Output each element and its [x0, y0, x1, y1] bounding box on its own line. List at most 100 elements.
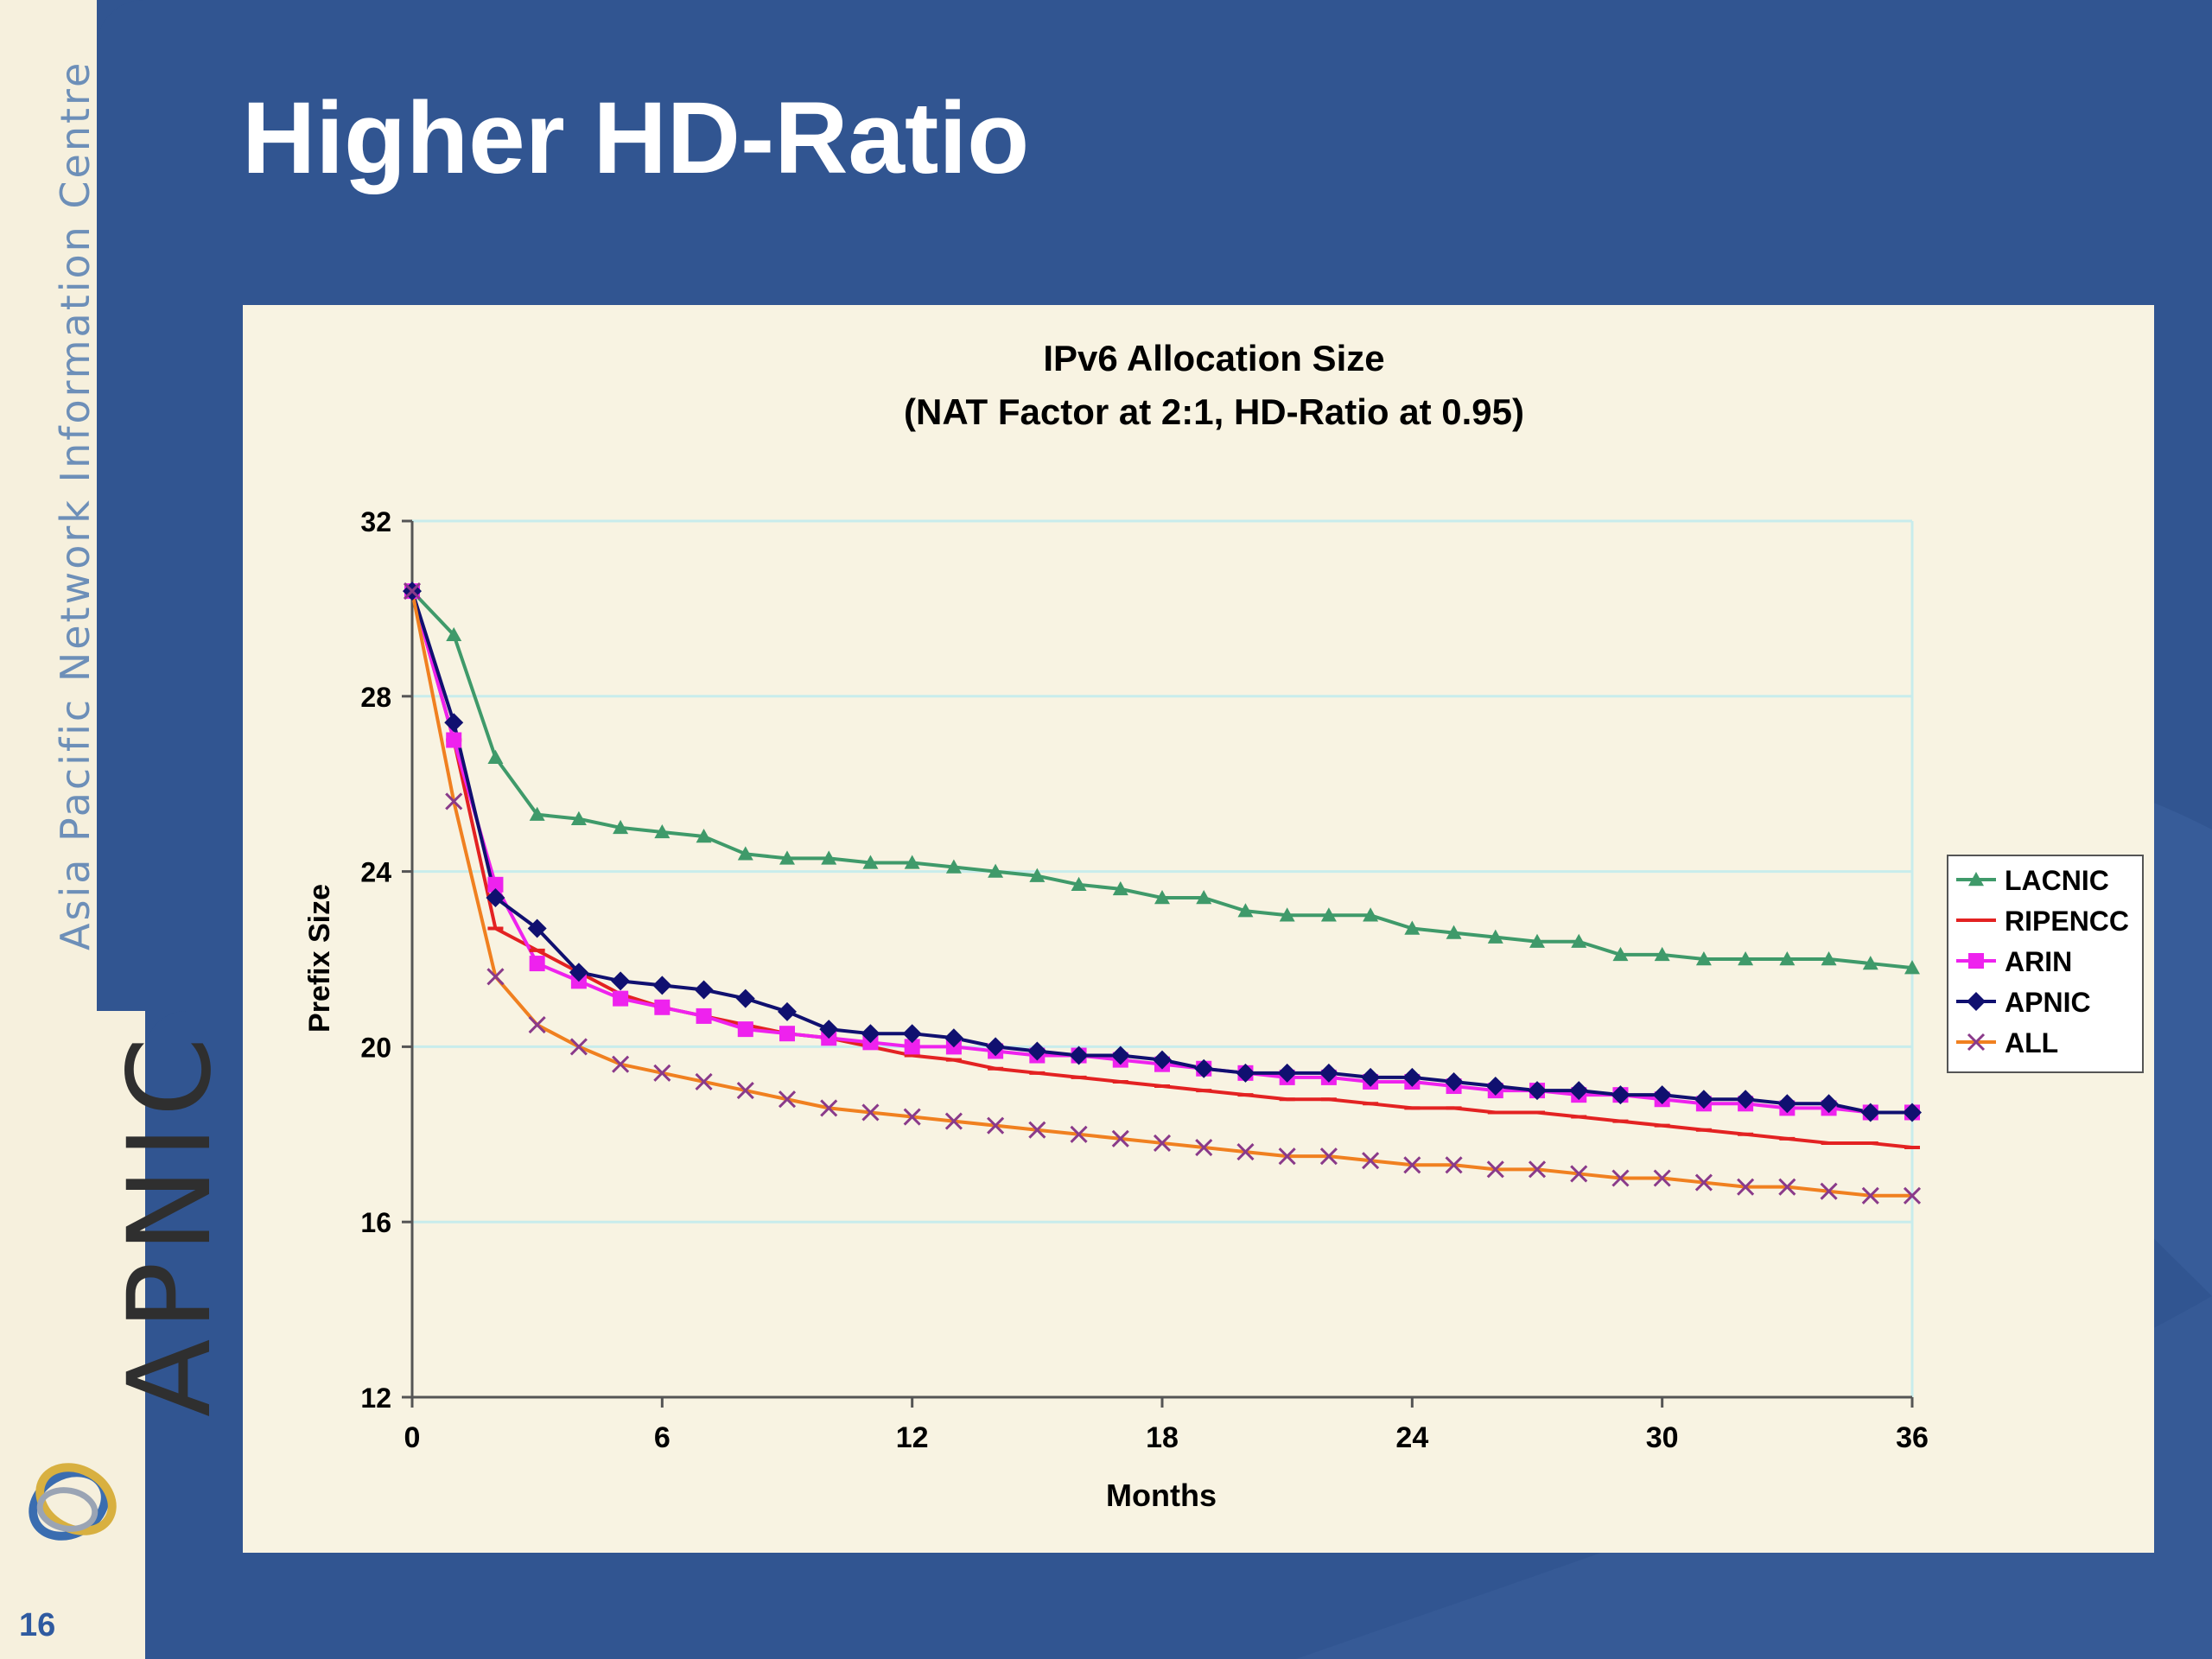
data-point-all	[1820, 1182, 1838, 1200]
chart-subtitle: (NAT Factor at 2:1, HD-Ratio at 0.95)	[904, 391, 1524, 432]
data-point-all	[1486, 1160, 1504, 1179]
data-point-lacnic	[613, 819, 629, 835]
data-point-arin	[654, 999, 671, 1015]
data-point-lacnic	[1779, 951, 1796, 966]
data-point-apnic	[527, 918, 547, 938]
data-point-all	[1236, 1143, 1255, 1161]
chart-panel: IPv6 Allocation Size (NAT Factor at 2:1,…	[243, 305, 2154, 1553]
page-number: 16	[19, 1607, 56, 1643]
data-point-all	[1070, 1125, 1088, 1143]
data-point-lacnic	[1821, 951, 1837, 966]
data-point-apnic	[444, 713, 464, 733]
legend-label: ARIN	[2005, 946, 2072, 977]
data-point-apnic	[861, 1024, 880, 1044]
y-tick-label: 28	[360, 682, 391, 713]
data-point-all	[1611, 1169, 1630, 1187]
data-point-all	[1570, 1165, 1588, 1183]
data-point-apnic	[1153, 1050, 1172, 1070]
plot-background	[412, 521, 1912, 1397]
data-point-apnic	[986, 1037, 1006, 1057]
data-point-apnic	[1277, 1063, 1297, 1083]
chart-legend: LACNIC RIPENCC ARIN APNIC ALL	[1947, 855, 2144, 1073]
y-tick-labels: 12 16 20 24 28 32	[360, 506, 391, 1414]
data-point-all	[778, 1090, 797, 1109]
data-point-apnic	[1444, 1071, 1464, 1091]
data-point-all	[445, 792, 463, 810]
data-point-lacnic	[1154, 890, 1170, 905]
data-point-arin	[696, 1007, 712, 1024]
x-tick-label: 24	[1395, 1421, 1428, 1454]
data-point-apnic	[1528, 1081, 1547, 1101]
data-point-apnic	[1777, 1094, 1797, 1114]
sidebar-tab-lower	[97, 1011, 145, 1659]
data-point-lacnic	[904, 855, 920, 869]
data-point-apnic	[486, 888, 505, 908]
data-point-apnic	[611, 971, 631, 991]
data-point-all	[987, 1116, 1005, 1135]
x-tick-label: 6	[654, 1421, 671, 1454]
y-tick-label: 12	[360, 1382, 391, 1414]
data-point-lacnic	[821, 850, 837, 865]
data-point-all	[695, 1072, 713, 1091]
data-point-arin	[487, 876, 504, 893]
legend-swatch-marker	[1967, 1033, 1986, 1052]
x-tick-label: 30	[1646, 1421, 1679, 1454]
data-point-all	[403, 582, 422, 601]
data-point-apnic	[1611, 1085, 1630, 1105]
data-point-all	[1195, 1138, 1213, 1157]
data-point-all	[1403, 1156, 1421, 1174]
data-point-all	[1861, 1186, 1879, 1205]
data-point-lacnic	[570, 810, 587, 825]
data-point-all	[944, 1112, 963, 1130]
data-point-apnic	[1652, 1085, 1672, 1105]
data-point-apnic	[944, 1028, 963, 1048]
data-point-all	[486, 968, 505, 986]
legend-swatch-marker	[1968, 872, 1984, 887]
data-point-all	[1111, 1129, 1129, 1147]
data-point-lacnic	[737, 846, 753, 861]
data-point-all	[903, 1108, 921, 1126]
data-point-apnic	[1236, 1063, 1255, 1083]
data-point-lacnic	[988, 863, 1004, 878]
data-point-apnic	[1194, 1058, 1214, 1078]
data-point-apnic	[1069, 1046, 1089, 1065]
data-point-all	[1445, 1156, 1463, 1174]
data-point-lacnic	[1320, 907, 1337, 922]
legend-label: RIPENCC	[2005, 906, 2129, 937]
data-point-apnic	[1485, 1077, 1505, 1096]
data-point-lacnic	[779, 850, 795, 865]
plot-area: 12 16 20 24 28 32 0 6 12 18 24 30 36	[360, 506, 1929, 1454]
data-point-apnic	[1903, 1103, 1922, 1122]
line-chart: IPv6 Allocation Size (NAT Factor at 2:1,…	[303, 338, 2144, 1513]
data-point-apnic	[652, 976, 672, 995]
data-point-apnic	[735, 988, 755, 1008]
data-point-apnic	[569, 963, 588, 982]
axes	[402, 519, 1914, 1408]
data-point-lacnic	[1071, 876, 1087, 892]
grid-lines	[412, 519, 1914, 1397]
data-point-apnic	[1110, 1046, 1130, 1065]
x-tick-label: 0	[404, 1421, 421, 1454]
data-point-lacnic	[654, 823, 671, 839]
data-point-apnic	[1736, 1090, 1756, 1109]
data-point-lacnic	[1654, 946, 1670, 962]
data-point-apnic	[902, 1024, 922, 1044]
data-point-apnic	[778, 1001, 797, 1021]
data-point-all	[1694, 1173, 1713, 1192]
data-point-lacnic	[1237, 903, 1254, 918]
x-axis-label: Months	[1106, 1478, 1217, 1513]
data-point-lacnic	[1487, 929, 1503, 944]
data-point-all	[1528, 1160, 1547, 1179]
data-point-all	[1362, 1152, 1380, 1170]
legend-label: LACNIC	[2005, 865, 2109, 896]
data-point-lacnic	[696, 829, 712, 843]
data-point-lacnic	[862, 855, 879, 869]
x-tick-labels: 0 6 12 18 24 30 36	[404, 1421, 1929, 1454]
data-point-all	[1278, 1147, 1296, 1166]
data-point-lacnic	[487, 749, 504, 764]
data-point-lacnic	[1571, 933, 1587, 948]
data-point-arin	[529, 956, 545, 972]
data-point-apnic	[819, 1020, 839, 1039]
data-point-apnic	[1694, 1090, 1713, 1109]
data-point-lacnic	[1738, 951, 1754, 966]
